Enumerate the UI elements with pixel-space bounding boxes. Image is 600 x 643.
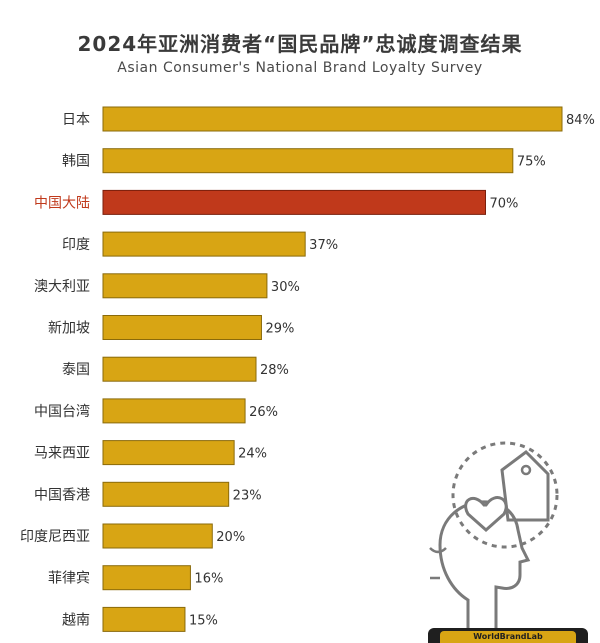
brand-badge-text: WorldBrandLab	[440, 631, 576, 643]
category-label: 中国台湾	[34, 403, 90, 420]
chart-title: 2024年亚洲消费者“国民品牌”忠诚度调查结果	[77, 32, 523, 56]
category-label: 泰国	[62, 362, 90, 378]
value-label: 37%	[309, 238, 338, 253]
value-label: 26%	[249, 405, 278, 420]
bar	[102, 273, 268, 299]
category-label: 越南	[62, 612, 90, 628]
category-label: 澳大利亚	[34, 279, 90, 295]
bar	[102, 440, 235, 466]
bar	[102, 565, 191, 591]
value-label: 70%	[490, 196, 519, 211]
category-label: 韩国	[62, 154, 90, 170]
category-label: 中国香港	[34, 487, 90, 503]
value-label: 75%	[517, 155, 546, 170]
value-label: 16%	[194, 572, 223, 587]
category-label: 菲律宾	[48, 571, 90, 587]
value-label: 28%	[260, 363, 289, 378]
bar	[102, 315, 262, 340]
value-label: 20%	[216, 530, 245, 545]
category-label: 中国大陆	[34, 195, 90, 211]
bars-group: 日本 84% 韩国 75% 中国大陆 70% 印度 37% 澳大利亚 30% 新加坡 29% 泰国 28%…	[20, 106, 595, 632]
bar	[102, 106, 563, 132]
bar	[102, 606, 186, 632]
head-with-heart-tag-icon	[429, 441, 559, 643]
value-label: 30%	[271, 280, 300, 295]
bar	[102, 523, 213, 549]
bar	[102, 398, 246, 424]
value-label: 15%	[189, 613, 218, 628]
bar	[102, 356, 257, 382]
value-label: 84%	[566, 113, 595, 128]
bar	[102, 231, 306, 257]
category-label: 马来西亚	[34, 446, 90, 462]
category-label: 印度尼西亚	[20, 529, 90, 545]
value-label: 23%	[233, 488, 262, 503]
chart-subtitle: Asian Consumer's National Brand Loyalty …	[117, 60, 483, 76]
bar	[102, 148, 514, 174]
bar	[102, 481, 230, 507]
brand-badge: WorldBrandLab	[428, 628, 588, 643]
category-label: 新加坡	[48, 321, 90, 337]
category-label: 日本	[62, 112, 90, 128]
value-label: 29%	[265, 322, 294, 337]
category-label: 印度	[62, 237, 90, 253]
value-label: 24%	[238, 447, 267, 462]
bar	[102, 189, 486, 215]
